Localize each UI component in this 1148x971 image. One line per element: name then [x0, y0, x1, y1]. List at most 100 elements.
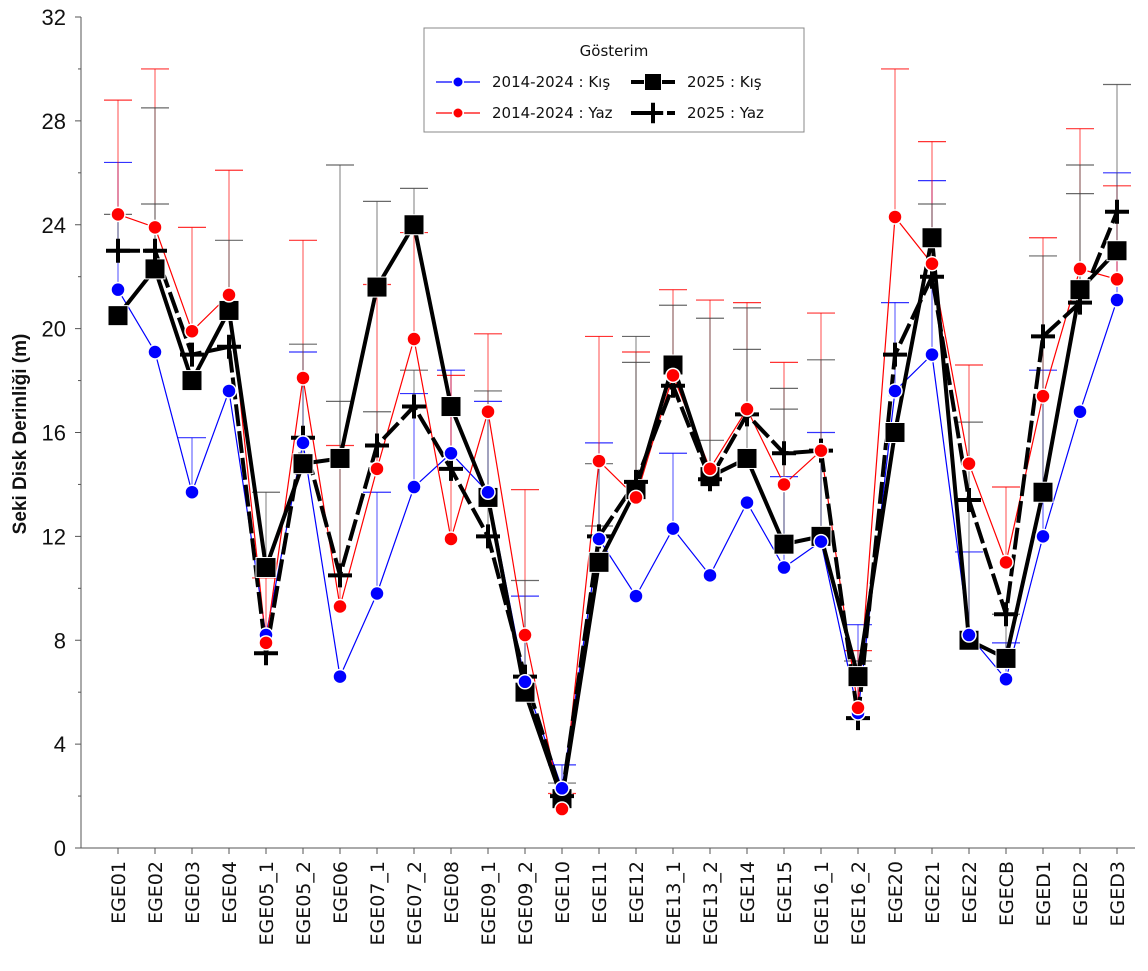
legend-box: [423, 27, 805, 133]
data-point: [736, 447, 758, 469]
legend: Gösterim 2014-2024 : Kış 2014-2024 : Yaz 2…: [423, 27, 805, 133]
legend-title: Gösterim: [580, 42, 649, 60]
error-bars: [104, 68, 1131, 810]
data-point: [221, 287, 237, 303]
y-tick-label: 20: [42, 317, 66, 342]
legend-marker: [452, 107, 464, 119]
x-tick-label: EGE03: [182, 861, 204, 924]
data-point: [1031, 324, 1055, 349]
series-line: [116, 222, 1119, 801]
data-point: [406, 479, 422, 495]
data-point: [184, 484, 200, 500]
data-point: [998, 671, 1014, 687]
x-tick-label: EGE13_1: [663, 861, 685, 946]
data-point: [591, 531, 607, 547]
data-point: [998, 554, 1014, 571]
data-point: [181, 370, 203, 392]
data-point: [665, 367, 681, 384]
x-tick-label: EGE10: [552, 861, 574, 924]
x-tick-label: EGE14: [737, 861, 759, 924]
series-markers: [106, 199, 1129, 817]
data-point: [1109, 292, 1125, 308]
data-point: [406, 331, 422, 347]
data-point: [591, 453, 607, 469]
data-point: [776, 476, 792, 493]
data-point: [255, 557, 277, 579]
data-point: [517, 674, 533, 690]
data-point: [588, 551, 610, 573]
data-point: [961, 455, 977, 472]
x-tick-label: EGE15: [774, 861, 796, 924]
axes: 0 4 8 12 16 20 24 28 32 EGE01 EGE02 EGE03 EGE04 EGE05…: [42, 5, 1135, 946]
data-point: [365, 433, 389, 458]
data-point: [332, 598, 348, 615]
data-point: [957, 488, 981, 513]
data-point: [1068, 290, 1092, 315]
data-point: [887, 383, 903, 399]
x-tick-label: EGE09_1: [478, 861, 500, 946]
x-tick-label: EGE22: [959, 861, 981, 924]
data-point: [850, 700, 866, 716]
data-point: [110, 281, 126, 298]
data-point: [517, 627, 533, 643]
y-tick-label: 16: [42, 421, 66, 446]
data-point: [739, 494, 755, 511]
data-point: [110, 206, 126, 223]
data-point: [107, 305, 129, 327]
data-point: [995, 647, 1017, 669]
x-tick-label: EGECB: [996, 861, 1018, 926]
data-point: [480, 484, 496, 500]
data-point: [773, 533, 795, 555]
x-tick-label: EGE21: [922, 861, 944, 924]
x-tick-label: EGE01: [108, 861, 130, 924]
data-point: [921, 227, 943, 249]
x-tick-label: EGE07_1: [367, 861, 389, 946]
data-point: [813, 442, 829, 459]
data-point: [554, 801, 570, 817]
x-tick-label: EGE05_1: [256, 861, 278, 946]
data-point: [258, 635, 274, 651]
data-point: [961, 627, 977, 643]
data-point: [887, 209, 903, 225]
data-point: [994, 602, 1018, 627]
data-point: [702, 567, 718, 584]
x-tick-label: EGE07_2: [404, 861, 426, 946]
y-tick-label: 0: [54, 836, 66, 861]
x-tick-label: EGE11: [589, 861, 611, 924]
data-point: [476, 524, 500, 549]
y-tick-label: 8: [54, 628, 66, 653]
legend-label: 2014-2024 : Yaz: [492, 104, 613, 122]
data-point: [332, 668, 348, 685]
data-point: [924, 255, 940, 272]
data-point: [295, 370, 311, 386]
data-point: [776, 559, 792, 576]
data-point: [443, 531, 459, 547]
data-point: [147, 219, 163, 236]
y-tick-label: 24: [42, 213, 66, 238]
legend-label: 2025 : Kış: [687, 73, 762, 91]
data-point: [1109, 271, 1125, 288]
legend-marker: [644, 73, 662, 91]
y-axis-title: Seki Disk Derinliği (m): [10, 334, 31, 535]
x-tick-label: EGED3: [1107, 861, 1129, 926]
data-point: [702, 461, 718, 477]
data-point: [329, 447, 351, 469]
x-tick-label: EGE12: [626, 861, 648, 924]
y-tick-label: 32: [42, 5, 66, 30]
x-tick-label: EGED1: [1033, 861, 1055, 926]
data-point: [1032, 481, 1054, 503]
x-tick-label: EGED2: [1070, 861, 1092, 926]
legend-label: 2014-2024 : Kış: [492, 73, 610, 91]
data-point: [628, 588, 644, 604]
data-point: [1106, 240, 1128, 262]
data-point: [847, 666, 869, 688]
series-line: [118, 211, 1119, 799]
legend-marker: [642, 102, 664, 124]
series-lines: [116, 211, 1119, 810]
y-tick-label: 12: [42, 524, 66, 549]
data-point: [366, 276, 388, 298]
data-point: [628, 489, 644, 506]
data-point: [443, 445, 459, 462]
data-point: [221, 383, 237, 399]
